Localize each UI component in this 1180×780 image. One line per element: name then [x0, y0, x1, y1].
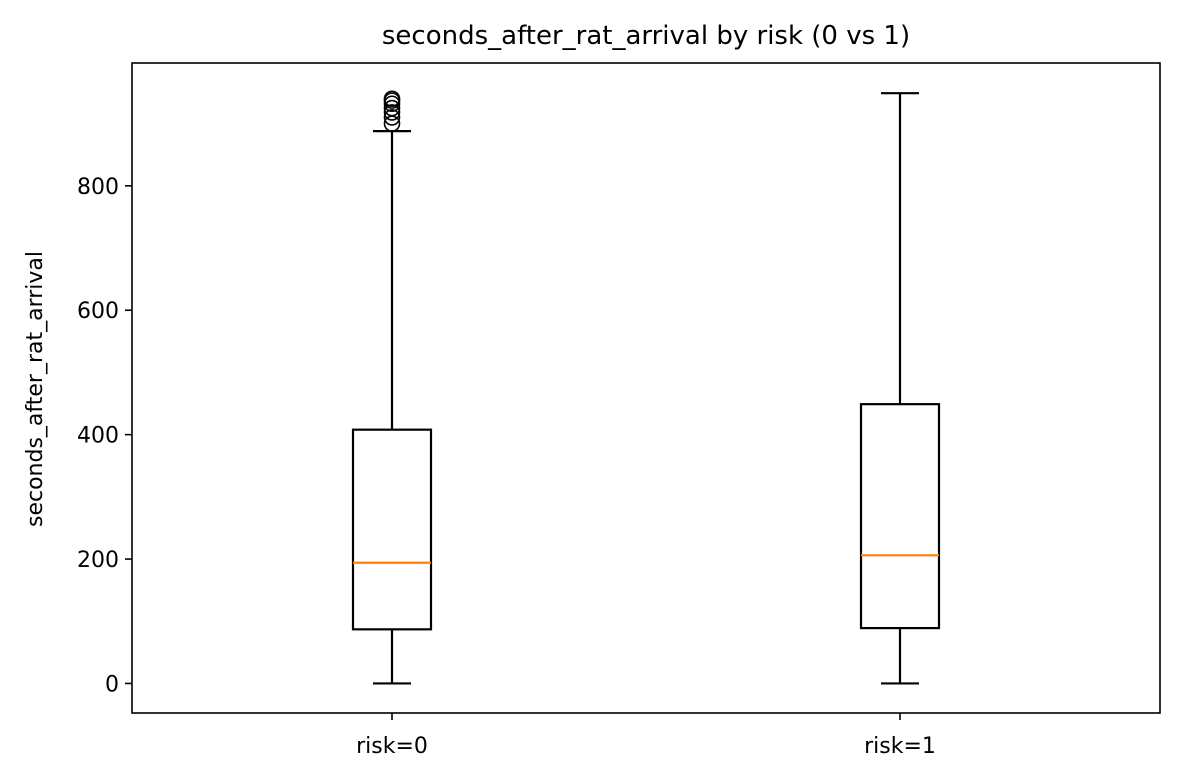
- plot-frame: [131, 62, 1161, 714]
- box-group: [351, 90, 433, 685]
- y-tick-label: 800: [77, 175, 119, 200]
- x-axis: risk=0 risk=1: [356, 713, 936, 759]
- y-axis-label: seconds_after_rat_arrival: [23, 251, 48, 527]
- outlier-point: [383, 99, 401, 117]
- outlier-point: [383, 90, 401, 108]
- y-tick-label: 400: [77, 424, 119, 449]
- y-tick-label: 0: [105, 672, 119, 697]
- y-axis: 0 200 400 600 800: [77, 175, 132, 697]
- box-iqr: [859, 403, 941, 630]
- box-iqr: [351, 428, 433, 631]
- chart-title: seconds_after_rat_arrival by risk (0 vs …: [382, 21, 910, 51]
- x-tick-label: risk=0: [356, 734, 428, 759]
- x-tick-label: risk=1: [864, 734, 936, 759]
- y-tick-label: 600: [77, 299, 119, 324]
- y-tick-label: 200: [77, 548, 119, 573]
- box-group: [859, 92, 941, 685]
- outlier-point: [383, 104, 401, 121]
- boxes-layer: [351, 90, 941, 685]
- outlier-point: [383, 109, 401, 126]
